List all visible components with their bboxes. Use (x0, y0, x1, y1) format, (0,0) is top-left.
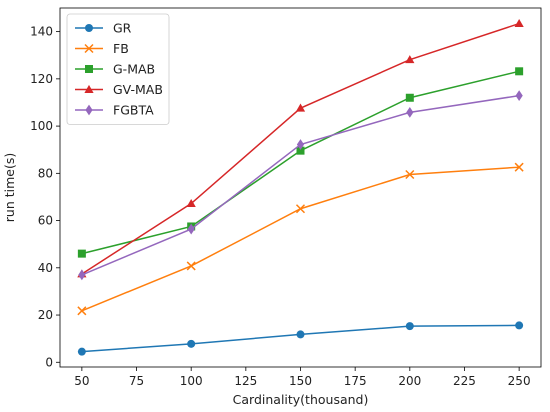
data-point-gr-250 (515, 321, 524, 330)
data-point-gr-150 (296, 330, 305, 339)
x-tick-label-50: 50 (74, 374, 89, 388)
data-point-gv-mab-150 (295, 103, 306, 112)
data-point-fgbta-150 (296, 139, 305, 150)
data-point-gv-mab-200 (405, 55, 415, 64)
plot-area (77, 18, 524, 356)
y-tick-label-100: 100 (30, 119, 53, 133)
data-point-fb-150 (295, 204, 306, 214)
data-point-gr-200 (405, 322, 414, 331)
legend-entry-fb: FB (75, 41, 129, 56)
legend-marker-fb-stroke-b (84, 43, 94, 54)
x-tick-label-100: 100 (180, 374, 203, 388)
data-point-g-mab-50 (77, 249, 86, 258)
data-point-fgbta-200 (406, 106, 414, 118)
legend-marker-gv-mab (84, 84, 94, 93)
x-tick-label-200: 200 (398, 374, 421, 388)
data-point-fgbta-50 (78, 269, 86, 281)
data-point-fb-250 (514, 162, 524, 172)
y-tick-label-40: 40 (38, 261, 53, 275)
data-point-g-mab-150 (296, 146, 305, 155)
y-tick-label-60: 60 (38, 214, 53, 228)
legend-entry-fgbta: FGBTA (75, 103, 154, 118)
data-point-fb-150-stroke-b (295, 204, 306, 214)
series-line-gr (81, 324, 520, 353)
x-tick-label-150: 150 (289, 374, 312, 388)
series-fgbta (78, 90, 523, 281)
data-point-fgbta-250 (515, 90, 523, 102)
x-tick-label-225: 225 (453, 374, 476, 388)
legend-marker-gr (85, 24, 93, 32)
data-point-g-mab-250 (515, 67, 524, 76)
x-tick-label-175: 175 (344, 374, 367, 388)
data-point-fb-50 (77, 306, 87, 316)
data-point-fb-50-stroke-b (77, 306, 87, 316)
data-point-fb-100 (186, 261, 196, 271)
legend-entry-g-mab: G-MAB (75, 62, 155, 77)
x-tick-label-250: 250 (508, 374, 531, 388)
legend-entry-gv-mab: GV-MAB (75, 82, 163, 97)
y-axis-label: run time(s) (2, 153, 17, 222)
y-tick-label-0: 0 (45, 355, 53, 369)
series-line-fb (81, 166, 520, 312)
legend: GR FB G-MAB GV-MAB FGBTA (66, 13, 170, 125)
legend-label-gr: GR (113, 21, 132, 36)
axis-ticks: 50 75 100 125 150 175 200 225 250 0 20 40 60 80 100 120… (30, 7, 542, 388)
data-point-gr-50 (77, 347, 86, 356)
legend-entry-gr: GR (75, 21, 132, 36)
legend-label-fb: FB (113, 41, 129, 56)
data-point-gv-mab-100 (186, 198, 196, 208)
data-point-fb-100-stroke-b (186, 261, 196, 271)
data-point-fb-200-stroke-b (405, 169, 415, 180)
y-tick-label-140: 140 (30, 25, 53, 39)
data-point-g-mab-200 (405, 93, 414, 102)
x-tick-label-125: 125 (234, 374, 257, 388)
series-fb (77, 162, 524, 316)
legend-label-g-mab: G-MAB (113, 62, 155, 77)
data-point-fgbta-100 (187, 223, 195, 235)
data-point-gv-mab-250 (514, 18, 524, 28)
data-point-gr-100 (187, 339, 196, 348)
legend-box (66, 13, 170, 125)
legend-marker-fgbta (85, 104, 93, 116)
legend-marker-fb (84, 43, 94, 54)
data-point-fb-200 (405, 169, 415, 180)
x-axis-label: Cardinality(thousand) (233, 392, 369, 407)
legend-label-gv-mab: GV-MAB (113, 82, 163, 97)
x-tick-label-75: 75 (129, 374, 144, 388)
data-point-fb-250-stroke-b (514, 162, 524, 172)
y-tick-label-120: 120 (30, 72, 53, 86)
series-gr (77, 321, 524, 356)
legend-marker-g-mab (85, 65, 93, 73)
legend-label-fgbta: FGBTA (113, 103, 154, 118)
y-tick-label-20: 20 (38, 308, 53, 322)
y-tick-label-80: 80 (38, 166, 53, 180)
